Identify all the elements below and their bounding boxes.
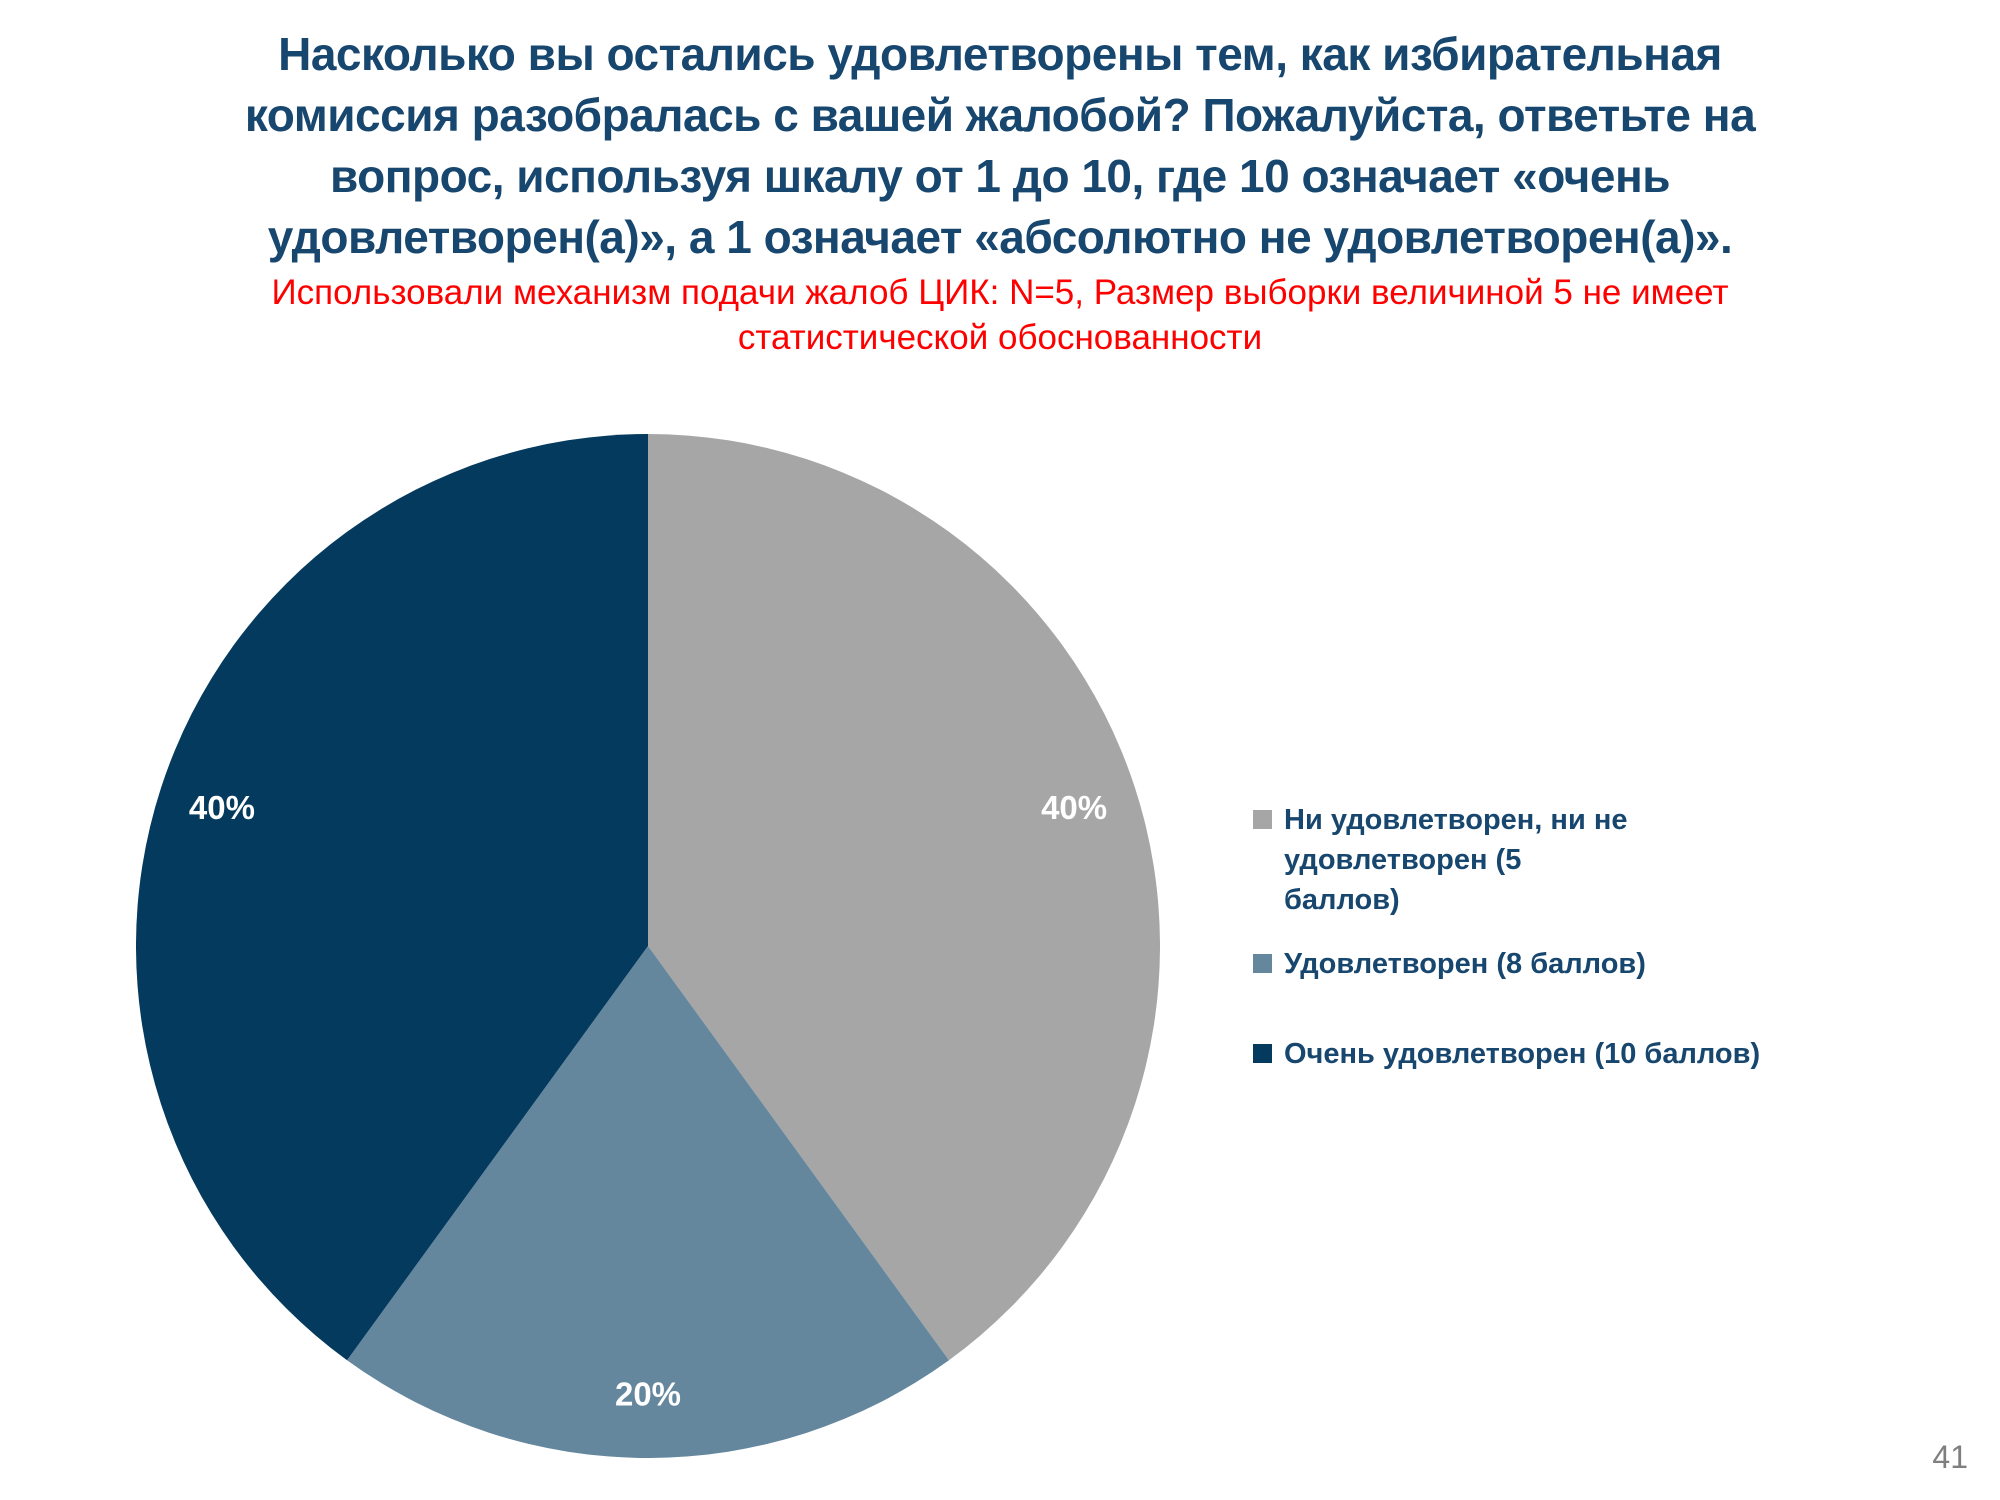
slide-title: Насколько вы остались удовлетворены тем,… — [40, 24, 1960, 268]
legend-label: Ни удовлетворен, ни не удовлетворен (5 б… — [1284, 804, 1628, 916]
pie-slice-2 — [136, 434, 648, 1361]
slide-title-line: вопрос, используя шкалу от 1 до 10, где … — [329, 150, 1671, 202]
page-number: 41 — [1932, 1439, 1968, 1475]
pie-data-label: 40% — [1041, 789, 1107, 826]
legend: Ни удовлетворен, ни не удовлетворен (5 б… — [1253, 800, 1760, 1074]
pie-data-label: 20% — [615, 1376, 681, 1413]
pie-slice-1 — [347, 946, 949, 1458]
slide-title-line: комиссия разобралась с вашей жалобой? По… — [244, 89, 1756, 141]
slide-title-line: Насколько вы остались удовлетворены тем,… — [278, 28, 1722, 80]
pie-chart: 40% 20% 40% — [136, 434, 1160, 1458]
legend-label: Удовлетворен (8 баллов) — [1284, 948, 1646, 980]
sample-size-footnote: Использовали механизм подачи жалоб ЦИК: … — [40, 270, 1960, 360]
pie-data-label: 40% — [189, 789, 255, 826]
legend-swatch-icon — [1253, 1044, 1272, 1063]
legend-item-1: Удовлетворен (8 баллов) — [1253, 944, 1760, 984]
footnote-line: статистической обоснованности — [737, 318, 1263, 357]
legend-swatch-icon — [1253, 810, 1272, 829]
legend-swatch-icon — [1253, 954, 1272, 973]
footnote-line: Использовали механизм подачи жалоб ЦИК: … — [271, 273, 1729, 312]
pie-slice-0 — [648, 434, 1160, 1361]
legend-item-0: Ни удовлетворен, ни не удовлетворен (5 б… — [1253, 800, 1760, 920]
legend-label: Очень удовлетворен (10 баллов) — [1284, 1038, 1761, 1070]
slide-title-line: удовлетворен(а)», а 1 означает «абсолютн… — [267, 211, 1733, 263]
legend-item-2: Очень удовлетворен (10 баллов) — [1253, 1034, 1760, 1074]
